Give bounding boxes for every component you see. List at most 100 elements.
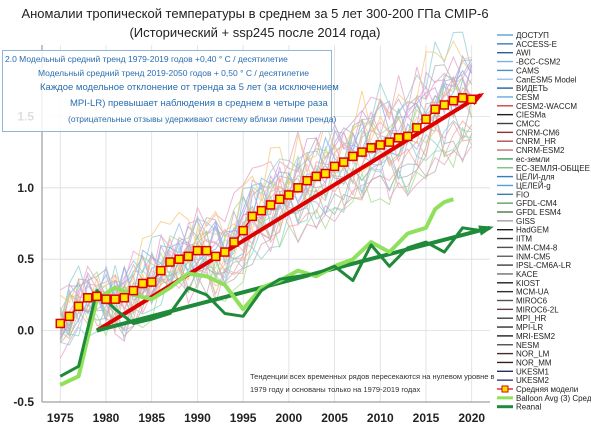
model-mean-point (439, 100, 450, 110)
series-layer (55, 92, 494, 387)
model-mean-point (73, 301, 84, 312)
model-mean-point (156, 265, 166, 276)
model-mean-point (457, 93, 468, 103)
legend-label: UKESM2 (516, 376, 549, 385)
legend-swatch-marker (501, 385, 509, 393)
model-mean-point (302, 175, 312, 186)
legend-label: -BCC-CSM2 (516, 58, 561, 67)
x-tick-label: 1995 (230, 411, 257, 425)
model-mean-point (366, 143, 376, 153)
model-mean-point (293, 183, 303, 193)
legend-label: CIESMa (516, 111, 546, 120)
model-mean-point (256, 205, 267, 216)
model-mean-point (402, 131, 413, 142)
model-mean-point (210, 251, 221, 262)
annotation-deviation-2: MPI-LR) превышает наблюдения в среднем в… (70, 98, 328, 109)
legend-label: MRI-ESM2 (516, 332, 556, 341)
legend-label: MPI_HR (516, 314, 546, 323)
x-tick-label: 2000 (276, 411, 303, 425)
model-mean-point (119, 293, 130, 303)
x-tick-label: 2015 (413, 411, 440, 425)
model-mean-point (284, 190, 294, 200)
annotation-bottom-1: Тенденции всех временных рядов пересекаю… (250, 372, 495, 381)
model-mean-point (320, 168, 331, 179)
legend-label: CNRM-CM6 (516, 128, 560, 137)
legend-label: ACCESS-E (516, 40, 557, 49)
model-run-line (59, 132, 473, 343)
legend-label: GISS (516, 217, 535, 226)
model-mean-point (274, 194, 285, 204)
x-tick-label: 2010 (367, 411, 394, 425)
model-mean-point (421, 114, 431, 125)
x-tick-label: 2020 (458, 411, 485, 425)
model-mean-point (64, 311, 75, 322)
model-mean-point (357, 147, 367, 157)
model-mean-point (384, 137, 395, 147)
y-tick-label: 1.0 (17, 181, 34, 195)
model-mean-point (128, 285, 139, 296)
model-mean-point (174, 254, 184, 264)
model-mean-point (229, 237, 239, 247)
annotation-trend-1979-2019: 2.0 Модельный средний тренд 1979-2019 го… (5, 54, 288, 64)
model-run-line (60, 55, 473, 297)
model-mean-point (82, 293, 93, 303)
legend-label: IITM (516, 235, 532, 244)
x-tick-label: 1975 (47, 411, 74, 425)
model-run-line (59, 145, 473, 359)
model-mean-point (247, 211, 258, 222)
legend-label: CESM2-WACCM (516, 102, 577, 111)
legend-label: GFDL ESM4 (516, 208, 562, 217)
model-run-line (60, 64, 473, 331)
legend-label: INM-CM4-8 (516, 243, 558, 252)
model-mean-point (393, 133, 404, 143)
legend-label: INM-CM5 (516, 252, 551, 261)
legend-label: ДОСТУП (516, 31, 549, 40)
legend-label: CNRM_HR (516, 137, 556, 146)
legend-label: MCM-UA (516, 288, 550, 297)
model-mean-point (238, 225, 248, 236)
model-mean-point (146, 277, 157, 287)
annotation-trend-2019-2050: Модельный средний тренд 2019-2050 годов … (38, 68, 310, 78)
legend-label: IPSL-CM6A-LR (516, 261, 571, 270)
model-mean-point (348, 151, 358, 162)
legend-label: Balloon Avg (3) Средняя (516, 394, 591, 403)
legend-label: GFDL-CM4 (516, 199, 557, 208)
legend-label: CanESM5 Model (516, 75, 577, 84)
y-tick-label: 0.0 (17, 324, 34, 338)
model-mean-point (430, 104, 440, 115)
obs-trend-arrow (96, 225, 491, 333)
legend-label: ВИДЕТЬ (516, 84, 548, 93)
model-run-line (59, 40, 472, 325)
legend-label: AWI (516, 49, 531, 58)
model-run-line (59, 100, 473, 331)
legend-label: ЦЕЛЕЙ-g (516, 181, 551, 190)
model-mean-point (92, 291, 102, 302)
legend-label: NOR_MM (516, 358, 552, 367)
legend-label: UKESM1 (516, 367, 549, 376)
model-mean-point (412, 123, 422, 133)
model-mean-point (329, 161, 340, 172)
legend-label: HadGEM (516, 226, 549, 235)
legend-label: ес-земли (516, 155, 550, 164)
legend-label: EC-ЗЕМЛЯ-ОБЩЕЕ (516, 164, 590, 173)
obs-trend-arrow-head (478, 225, 494, 236)
legend-label: MIROC6 (516, 297, 548, 306)
legend-label: ЦЕЛИ-для (516, 173, 555, 182)
x-tick-label: 1980 (93, 411, 120, 425)
legend-label: KACE (516, 270, 538, 279)
model-mean-point (192, 245, 203, 256)
model-mean-point (110, 294, 120, 304)
model-mean-point (137, 278, 148, 289)
chart-subtitle: (Исторический + ssp245 после 2014 года) (129, 25, 380, 40)
model-mean-point (165, 257, 175, 267)
legend-label: CESM (516, 93, 539, 102)
model-mean-point (338, 157, 349, 167)
legend-label: CMCC (516, 120, 540, 129)
model-mean-point (375, 140, 386, 150)
y-tick-label: 0.5 (17, 252, 34, 266)
reanal-line (59, 226, 482, 378)
annotation-bottom-2: 1979 году и основаны только на 1979-2019… (250, 385, 421, 394)
y-tick-label: -0.5 (13, 395, 34, 409)
